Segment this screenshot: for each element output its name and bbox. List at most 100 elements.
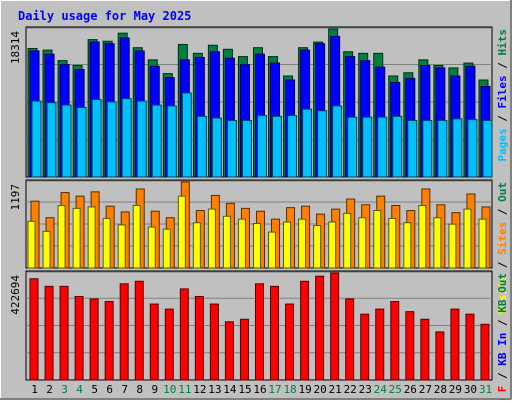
bar-kb-in-day-20: [315, 275, 325, 381]
bar-visits-day-28: [433, 217, 442, 269]
bar-kb-in-day-1: [29, 278, 39, 381]
bar-kb-in-day-17: [270, 285, 280, 381]
bar-kb-in-day-3: [59, 285, 69, 381]
bar-pages-day-18: [287, 115, 298, 178]
bar-pages-day-15: [241, 119, 252, 178]
bar-visits-day-21: [328, 221, 337, 269]
max-label-top: 18314: [9, 31, 22, 64]
bar-visits-day-12: [192, 222, 201, 269]
bar-kb-in-day-29: [450, 308, 460, 381]
bar-pages-day-5: [91, 98, 102, 178]
x-tick-label: 29: [449, 383, 462, 396]
x-tick-label: 15: [238, 383, 251, 396]
bar-kb-in-day-19: [300, 280, 310, 381]
bar-visits-day-19: [298, 218, 307, 269]
bar-visits-day-7: [117, 224, 126, 269]
bar-pages-day-24: [377, 116, 388, 178]
x-tick-label: 4: [76, 383, 83, 396]
bar-pages-day-12: [196, 115, 207, 178]
bar-kb-in-day-30: [465, 313, 475, 381]
bar-visits-day-18: [283, 221, 292, 269]
bar-pages-day-16: [256, 115, 267, 178]
bar-kb-in-day-25: [390, 301, 400, 381]
bar-kb-in-day-5: [89, 298, 99, 381]
bar-pages-day-27: [422, 119, 433, 178]
bar-pages-day-1: [31, 100, 42, 178]
x-tick-label: 27: [419, 383, 432, 396]
bar-pages-day-31: [482, 119, 493, 178]
bar-kb-in-day-23: [360, 313, 370, 381]
x-tick-label: 7: [121, 383, 128, 396]
x-tick-label: 28: [434, 383, 447, 396]
legend-entry: Files: [496, 75, 509, 108]
x-tick-label: 30: [464, 383, 477, 396]
x-tick-label: 2: [46, 383, 53, 396]
legend-separator: /: [496, 366, 509, 386]
bar-pages-day-26: [407, 119, 418, 178]
legend-entry: KB F: [496, 386, 509, 400]
max-label-middle: 1197: [9, 184, 22, 211]
bar-visits-day-1: [27, 220, 36, 269]
bar-pages-day-3: [61, 104, 72, 178]
bar-visits-day-22: [343, 212, 352, 269]
x-tick-label: 3: [61, 383, 68, 396]
bar-pages-day-22: [347, 116, 358, 178]
bar-kb-in-day-21: [330, 272, 340, 381]
x-tick-label: 13: [208, 383, 221, 396]
legend-middle: Visits / Sites / Out: [496, 182, 509, 315]
bar-kb-in-day-22: [345, 298, 355, 381]
bar-visits-day-24: [373, 210, 382, 269]
bar-visits-day-23: [358, 217, 367, 269]
bar-visits-day-5: [87, 206, 96, 269]
bar-kb-in-day-4: [74, 295, 84, 381]
x-tick-label: 31: [479, 383, 492, 396]
x-tick-label: 8: [136, 383, 143, 396]
legend-entry: Out: [496, 182, 509, 202]
bar-pages-day-11: [181, 92, 192, 178]
bar-visits-day-15: [237, 218, 246, 269]
x-tick-label: 5: [91, 383, 98, 396]
legend-entry: Hits: [496, 29, 509, 56]
panel-top: 18314 Pages / Files / Hits: [9, 26, 509, 178]
legend-entry: Visits: [496, 275, 509, 315]
x-tick-label: 26: [404, 383, 417, 396]
bar-visits-day-20: [313, 225, 322, 269]
x-tick-label: 14: [223, 383, 237, 396]
legend-bottom: KB F / KB In / KB Out: [496, 273, 509, 400]
bar-pages-day-13: [211, 117, 222, 178]
bar-kb-in-day-8: [134, 280, 144, 381]
bar-visits-day-26: [403, 222, 412, 269]
bar-visits-day-11: [177, 195, 186, 269]
bar-pages-day-8: [136, 100, 147, 178]
bar-visits-day-27: [418, 204, 427, 269]
x-tick-label: 1: [31, 383, 38, 396]
bar-kb-in-day-14: [224, 321, 234, 381]
x-tick-label: 23: [359, 383, 372, 396]
bar-kb-in-day-10: [164, 308, 174, 381]
x-tick-label: 22: [344, 383, 357, 396]
bar-kb-in-day-2: [44, 285, 54, 381]
bar-kb-in-day-15: [239, 318, 249, 381]
bar-visits-day-30: [463, 208, 472, 269]
x-tick-label: 18: [283, 383, 296, 396]
bar-visits-day-4: [72, 207, 81, 269]
bar-pages-day-21: [332, 105, 343, 178]
chart-title: Daily usage for May 2025: [18, 9, 191, 23]
x-tick-label: 24: [374, 383, 388, 396]
legend-separator: /: [496, 202, 509, 222]
x-tick-label: 9: [151, 383, 158, 396]
bar-visits-day-2: [42, 230, 51, 269]
bar-kb-in-day-11: [179, 288, 189, 381]
bar-pages-day-30: [467, 119, 478, 178]
bar-visits-day-6: [102, 217, 111, 269]
bar-kb-in-day-12: [194, 295, 204, 381]
panel-bottom: 422694 KB F / KB In / KB Out: [9, 270, 509, 404]
bar-visits-day-17: [268, 231, 277, 269]
bar-pages-day-2: [46, 102, 57, 178]
legend-entry: Pages: [496, 128, 509, 161]
bar-pages-day-14: [226, 119, 237, 178]
bar-pages-day-6: [106, 101, 117, 178]
bar-kb-in-day-27: [420, 318, 430, 381]
